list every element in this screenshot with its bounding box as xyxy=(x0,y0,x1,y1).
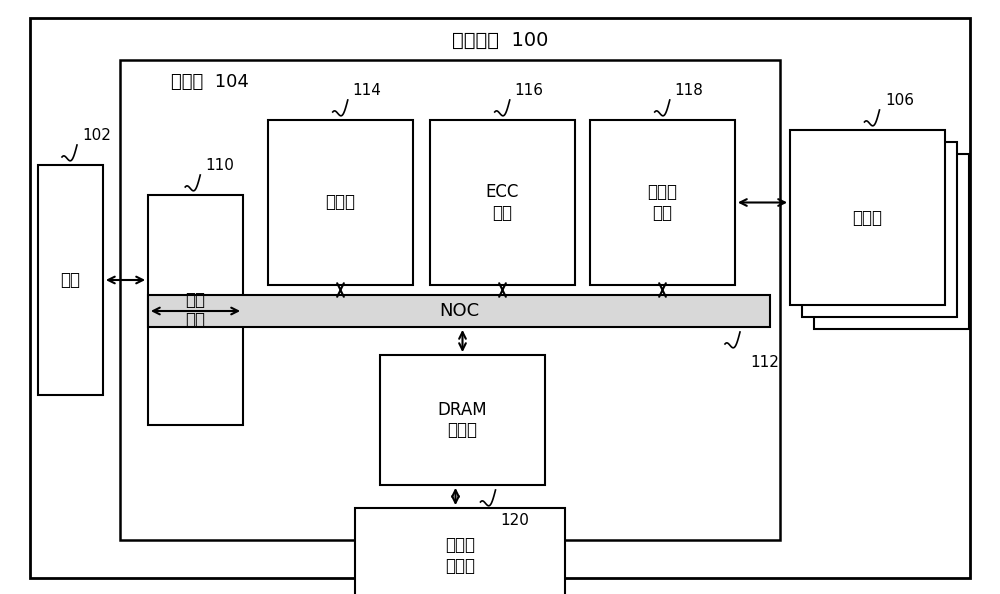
Text: DRAM
控制器: DRAM 控制器 xyxy=(438,400,487,440)
Bar xyxy=(790,130,945,305)
Text: 易失性
存储器: 易失性 存储器 xyxy=(445,536,475,575)
Text: NOC: NOC xyxy=(439,302,479,320)
Text: ECC
引擎: ECC 引擎 xyxy=(486,183,519,222)
Text: 存储系统  100: 存储系统 100 xyxy=(452,30,548,49)
Text: 存储器: 存储器 xyxy=(852,208,883,226)
Text: 116: 116 xyxy=(515,83,544,98)
Text: 主机: 主机 xyxy=(60,271,80,289)
Bar xyxy=(148,195,243,425)
Text: 主机
接口: 主机 接口 xyxy=(186,290,206,330)
Text: 112: 112 xyxy=(750,355,779,370)
Bar xyxy=(120,60,780,540)
Text: 106: 106 xyxy=(886,93,914,108)
Text: 102: 102 xyxy=(82,128,111,143)
Bar xyxy=(590,120,735,285)
Bar xyxy=(430,120,575,285)
Text: 120: 120 xyxy=(501,513,529,528)
Text: 控制器  104: 控制器 104 xyxy=(171,73,249,91)
Text: 处理器: 处理器 xyxy=(326,194,356,211)
Text: 118: 118 xyxy=(675,83,704,98)
Text: 110: 110 xyxy=(205,158,234,173)
Text: 存储器
接口: 存储器 接口 xyxy=(648,183,678,222)
Bar xyxy=(802,142,957,317)
Bar xyxy=(814,154,969,329)
Text: 114: 114 xyxy=(353,83,382,98)
Bar xyxy=(148,295,770,327)
Bar xyxy=(38,165,103,395)
Bar xyxy=(355,508,565,594)
Bar xyxy=(268,120,413,285)
Bar xyxy=(380,355,545,485)
